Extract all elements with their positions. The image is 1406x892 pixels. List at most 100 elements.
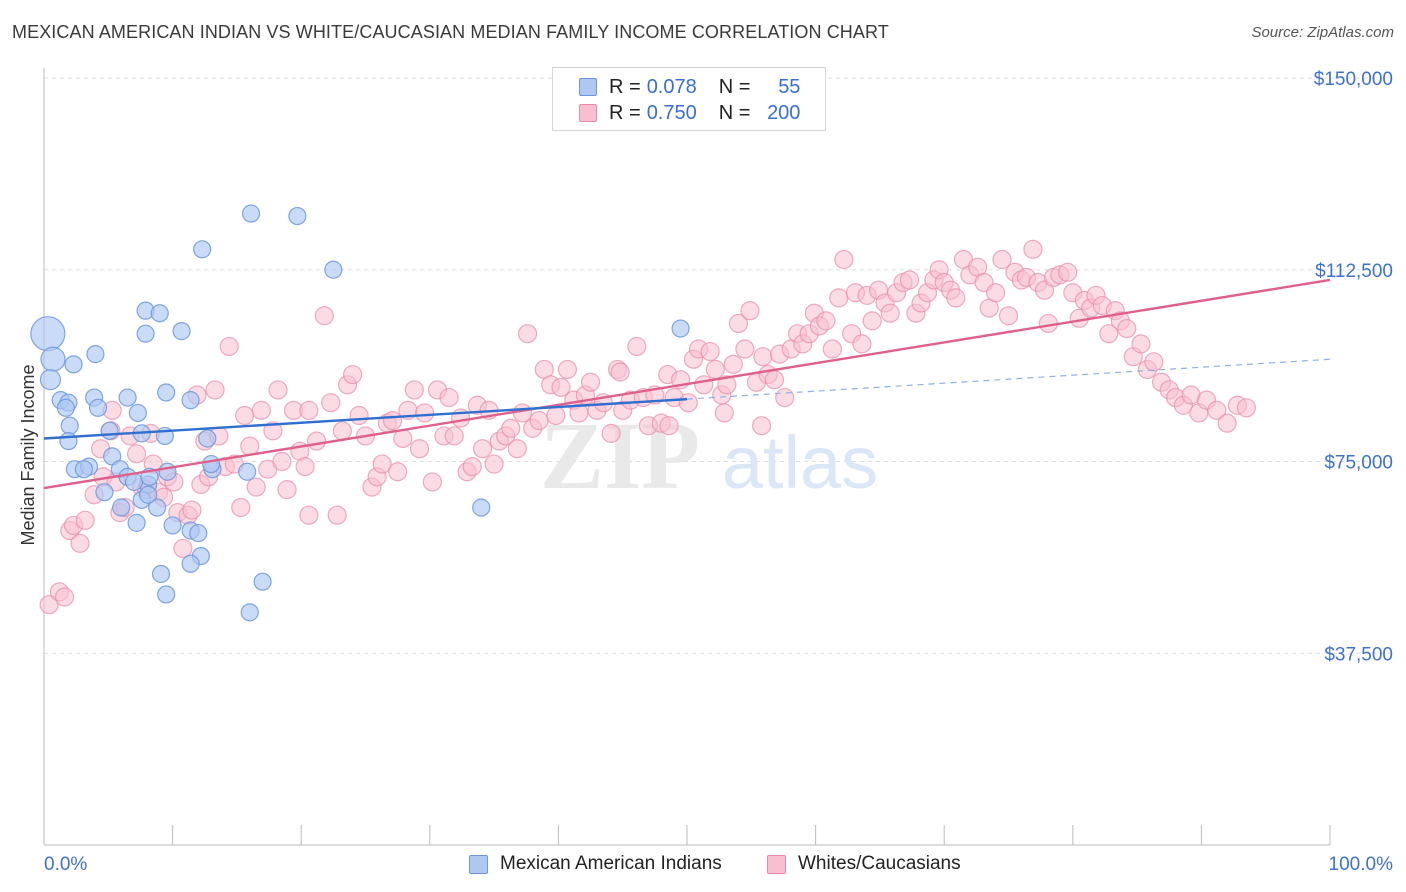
data-point-whites <box>992 249 1012 270</box>
data-point-mexican <box>241 204 261 223</box>
data-point-mexican <box>324 260 343 279</box>
trend-lines <box>43 278 1331 490</box>
data-point-mexican <box>95 483 114 502</box>
data-point-mexican <box>238 462 257 481</box>
data-point-whites <box>529 410 549 431</box>
data-point-whites <box>388 462 408 482</box>
data-point-whites <box>205 380 225 400</box>
data-point-whites <box>775 387 795 408</box>
data-point-whites <box>1117 318 1137 339</box>
data-point-whites <box>415 403 435 423</box>
data-point-mexican <box>158 462 177 481</box>
data-point-whites <box>54 587 75 607</box>
legend-r-value: 0.750 <box>646 101 697 124</box>
data-point-whites <box>75 510 95 530</box>
data-point-whites <box>444 426 464 446</box>
watermark-atlas: atlas <box>722 421 878 504</box>
correlation-legend: R = 0.078 N = 55 R = 0.750 N = 200 <box>552 67 826 131</box>
x-tick-label: 0.0% <box>44 854 87 875</box>
data-point-mexican <box>472 498 491 517</box>
data-point-whites <box>39 595 59 615</box>
data-point-whites <box>372 454 392 474</box>
data-point-mexican <box>112 498 131 517</box>
data-point-mexican <box>253 572 272 591</box>
data-point-whites <box>512 403 532 423</box>
bottom-legend-swatch-pink <box>767 854 786 874</box>
data-point-whites <box>70 533 90 553</box>
data-point-whites <box>173 538 193 559</box>
data-point-whites <box>705 359 725 380</box>
data-point-whites <box>299 505 319 525</box>
data-point-whites <box>251 400 271 420</box>
data-point-whites <box>764 370 785 390</box>
bottom-legend-mexican: Mexican American Indians <box>469 852 722 876</box>
axes <box>43 68 1331 846</box>
legend-r-label: R = <box>609 101 641 124</box>
data-point-mexican <box>118 388 137 407</box>
data-point-mexican <box>86 345 105 364</box>
data-point-whites <box>557 359 578 380</box>
data-point-mexican <box>64 355 83 374</box>
data-point-whites <box>277 480 297 500</box>
data-point-whites <box>1023 239 1043 259</box>
data-point-whites <box>678 393 698 413</box>
legend-n-label: N = <box>718 75 751 98</box>
data-point-mexican <box>56 398 75 417</box>
data-point-whites <box>327 505 347 525</box>
x-tick-label: 100.0% <box>1329 854 1394 875</box>
legend-swatch-blue <box>579 78 597 96</box>
data-point-whites <box>1058 262 1078 282</box>
data-point-mexican <box>671 319 690 338</box>
bottom-legend-swatch-blue <box>469 854 488 874</box>
data-point-whites <box>422 472 442 492</box>
data-point-whites <box>880 303 900 323</box>
data-point-whites <box>546 405 566 426</box>
data-point-mexican <box>150 304 169 323</box>
data-point-whites <box>740 301 760 321</box>
watermark: ZIP atlas <box>540 402 878 509</box>
legend-r-value: 0.078 <box>646 75 697 98</box>
data-point-whites <box>382 410 403 431</box>
data-point-whites <box>1217 413 1237 433</box>
data-point-whites <box>314 306 334 326</box>
legend-row-whites: R = 0.750 N = 200 <box>579 101 800 125</box>
data-point-whites <box>751 416 772 436</box>
data-point-whites <box>610 362 630 382</box>
legend-row-mexican: R = 0.078 N = 55 <box>579 75 800 99</box>
data-point-whites <box>694 375 714 395</box>
data-point-mexican <box>60 416 79 435</box>
data-point-whites <box>126 444 147 464</box>
data-point-whites <box>580 372 601 392</box>
data-point-whites <box>299 400 319 420</box>
data-point-mexican <box>30 316 66 352</box>
data-point-whites <box>753 347 773 367</box>
data-point-mexican <box>124 472 144 492</box>
data-point-whites <box>517 324 538 344</box>
data-point-mexican <box>74 460 93 479</box>
data-point-whites <box>551 377 571 397</box>
data-point-whites <box>723 354 743 374</box>
data-point-whites <box>409 439 430 459</box>
data-point-whites <box>601 423 621 443</box>
data-point-whites <box>484 454 504 474</box>
data-point-whites <box>627 336 647 357</box>
data-point-whites <box>862 311 882 331</box>
data-point-whites <box>462 457 482 477</box>
data-point-whites <box>728 313 749 334</box>
data-point-mexican <box>157 585 176 604</box>
trend-line-mexican-extension <box>686 358 1331 400</box>
chart-title: MEXICAN AMERICAN INDIAN VS WHITE/CAUCASI… <box>12 22 889 42</box>
y-tick-label: $150,000 <box>1314 69 1393 90</box>
data-point-mexican <box>189 523 208 543</box>
data-point-whites <box>472 439 493 459</box>
data-point-whites <box>246 477 266 497</box>
data-point-mexican <box>198 429 217 448</box>
data-point-whites <box>439 387 459 408</box>
data-point-mexican <box>88 398 108 417</box>
trend-line-mexican <box>43 397 688 440</box>
data-point-whites <box>852 334 872 354</box>
data-point-whites <box>263 421 283 441</box>
data-point-whites <box>332 421 352 441</box>
y-tick-label: $75,000 <box>1324 453 1393 474</box>
bottom-legend-label-mexican: Mexican American Indians <box>500 853 722 874</box>
